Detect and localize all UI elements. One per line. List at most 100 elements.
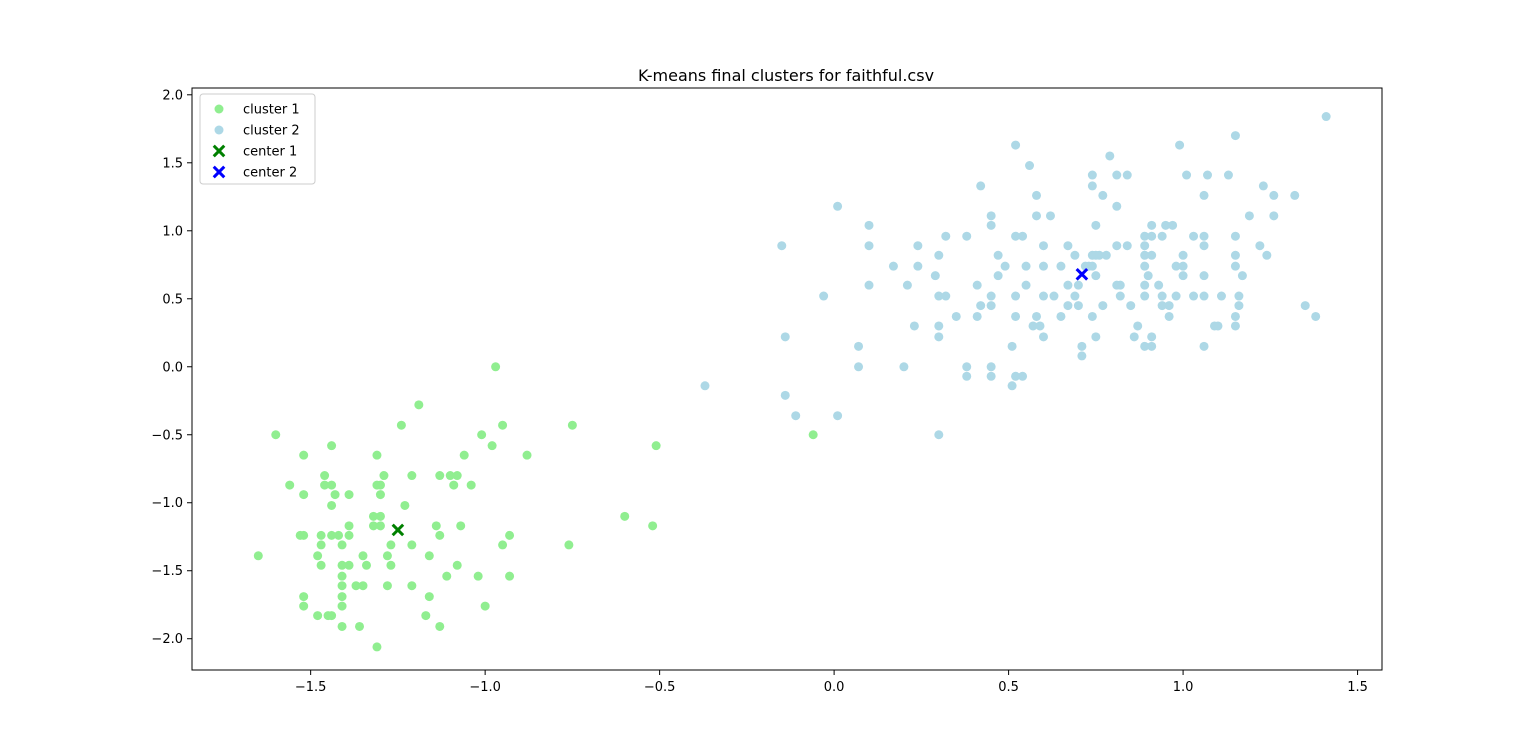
cluster-2-point bbox=[1018, 231, 1028, 241]
cluster-2-point bbox=[1094, 250, 1104, 260]
cluster-2-point bbox=[1269, 190, 1279, 200]
cluster-1-point bbox=[498, 420, 508, 430]
cluster-1-point bbox=[505, 530, 515, 540]
cluster-1-point bbox=[316, 530, 326, 540]
cluster-2-point bbox=[791, 411, 801, 421]
cluster-2-point bbox=[1011, 140, 1021, 150]
cluster-2-point bbox=[1230, 131, 1240, 141]
cluster-2-point bbox=[934, 291, 944, 301]
cluster-1-point bbox=[382, 581, 392, 591]
cluster-1-point bbox=[337, 601, 347, 611]
cluster-2-point bbox=[1133, 321, 1143, 331]
cluster-1-point bbox=[435, 530, 445, 540]
cluster-1-point bbox=[368, 511, 378, 521]
y-tick-label: −0.5 bbox=[151, 428, 183, 443]
cluster-2-point bbox=[1011, 291, 1021, 301]
x-tick-label: −1.0 bbox=[469, 680, 501, 695]
cluster-1-point bbox=[442, 571, 452, 581]
cluster-1-point bbox=[459, 450, 469, 460]
legend-cluster-1-label: cluster 1 bbox=[243, 103, 300, 118]
cluster-1-point bbox=[313, 611, 323, 621]
cluster-2-point bbox=[1154, 280, 1164, 290]
cluster-2-point bbox=[1234, 291, 1244, 301]
cluster-2-point bbox=[1269, 211, 1279, 221]
cluster-2-point bbox=[1073, 280, 1083, 290]
cluster-2-point bbox=[1230, 250, 1240, 260]
cluster-2-point bbox=[986, 291, 996, 301]
legend-cluster-1-marker bbox=[214, 104, 224, 114]
cluster-1-point bbox=[344, 560, 354, 570]
cluster-1-point bbox=[299, 592, 309, 602]
cluster-2-point bbox=[1038, 261, 1048, 271]
cluster-2-point bbox=[1164, 311, 1174, 321]
legend-cluster-2-marker bbox=[214, 125, 224, 135]
cluster-1-point bbox=[271, 430, 281, 440]
x-tick-label: −0.5 bbox=[644, 680, 676, 695]
cluster-2-point bbox=[1018, 371, 1028, 381]
cluster-2-point bbox=[1101, 250, 1111, 260]
cluster-2-point bbox=[1077, 341, 1087, 351]
cluster-1-point bbox=[651, 441, 661, 451]
cluster-2-point bbox=[1140, 241, 1150, 251]
cluster-2-point bbox=[1007, 341, 1017, 351]
cluster-2-point bbox=[1126, 301, 1136, 311]
y-axis-ticks: −2.0 −1.5 −1.0 −0.5 0.0 0.5 1.0 1.5 2.0 bbox=[151, 88, 192, 647]
cluster-1-point bbox=[330, 490, 340, 500]
cluster-1-point bbox=[313, 551, 323, 561]
cluster-2-point bbox=[1216, 291, 1226, 301]
cluster-2-point bbox=[986, 301, 996, 311]
cluster-2-point bbox=[930, 271, 940, 281]
cluster-1-point bbox=[466, 480, 476, 490]
cluster-1-point bbox=[344, 490, 354, 500]
cluster-2-point bbox=[1000, 261, 1010, 271]
cluster-2-point bbox=[986, 371, 996, 381]
cluster-2-point bbox=[976, 301, 986, 311]
cluster-2-point bbox=[1321, 112, 1331, 122]
cluster-2-point bbox=[986, 220, 996, 230]
cluster-2-point bbox=[1147, 231, 1157, 241]
cluster-1-point bbox=[424, 551, 434, 561]
cluster-2-point bbox=[1199, 271, 1209, 281]
cluster-1-point bbox=[808, 430, 818, 440]
cluster-2-point bbox=[854, 341, 864, 351]
cluster-1-point bbox=[473, 571, 483, 581]
y-tick-label: 0.0 bbox=[162, 360, 183, 375]
cluster-1-point bbox=[337, 581, 347, 591]
cluster-1-point bbox=[424, 592, 434, 602]
cluster-2-point bbox=[1063, 280, 1073, 290]
cluster-2-point bbox=[1073, 301, 1083, 311]
cluster-2-point bbox=[941, 231, 951, 241]
y-tick-label: 0.5 bbox=[162, 292, 183, 307]
cluster-2-point bbox=[1199, 291, 1209, 301]
cluster-1-point bbox=[414, 400, 424, 410]
cluster-2-point bbox=[1112, 241, 1122, 251]
legend-box bbox=[199, 93, 316, 185]
legend-center-2-label: center 2 bbox=[243, 166, 297, 181]
cluster-1-point bbox=[435, 471, 445, 481]
legend-center-1-marker bbox=[212, 144, 226, 158]
cluster-2-point bbox=[1140, 250, 1150, 260]
cluster-1-point bbox=[351, 581, 361, 591]
cluster-2-point bbox=[1300, 301, 1310, 311]
cluster-1-point bbox=[564, 540, 574, 550]
cluster-2-point bbox=[976, 181, 986, 191]
cluster-2-point bbox=[1021, 280, 1031, 290]
cluster-2-point bbox=[1203, 170, 1213, 180]
cluster-2-point bbox=[1171, 261, 1181, 271]
cluster-1-point bbox=[407, 471, 417, 481]
cluster-2-point bbox=[1164, 301, 1174, 311]
cluster-2-point bbox=[1035, 321, 1045, 331]
cluster-2-point bbox=[1091, 220, 1101, 230]
cluster-1-point bbox=[327, 441, 337, 451]
cluster-1-point bbox=[344, 521, 354, 531]
cluster-2-point bbox=[1091, 332, 1101, 342]
cluster-1-point bbox=[327, 611, 337, 621]
cluster-1-point bbox=[372, 642, 382, 652]
cluster-2-point bbox=[1070, 291, 1080, 301]
cluster-2-point bbox=[972, 280, 982, 290]
cluster-2-point bbox=[1115, 280, 1125, 290]
y-tick-label: 1.0 bbox=[162, 224, 183, 239]
cluster-2-point bbox=[1140, 291, 1150, 301]
cluster-2-point bbox=[1032, 311, 1042, 321]
